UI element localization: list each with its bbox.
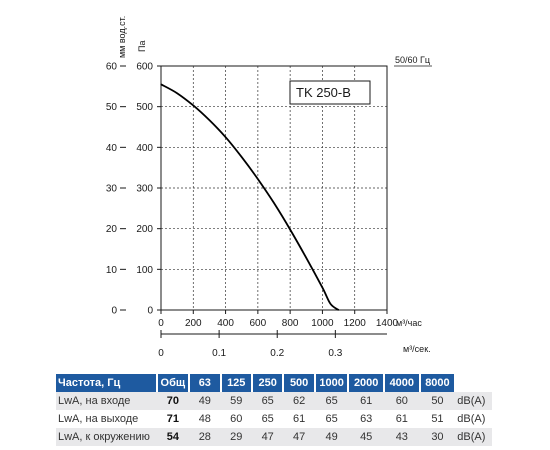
- y-axis-pa-label: Па: [137, 41, 147, 52]
- cell-2000: 61: [348, 392, 384, 410]
- y-tick-label-mm: 20: [106, 224, 118, 235]
- cell-500: 62: [283, 392, 315, 410]
- y-tick-label-pa: 200: [136, 224, 153, 235]
- curve-data-point: [160, 83, 162, 85]
- y-tick-label-pa: 500: [136, 102, 153, 113]
- curve-data-point: [257, 178, 259, 180]
- cell-500: 61: [293, 413, 306, 425]
- x-axis-m3h-label: м³/час: [396, 318, 422, 328]
- x-tick-label-m3h: 1000: [311, 318, 334, 329]
- y-tick-label-mm: 0: [111, 306, 117, 317]
- table-row: LwA, на выходе 71 48 60 65 61 65 63 61 5…: [56, 410, 492, 428]
- y-axis-mm-label: мм вод.ст.: [117, 16, 127, 58]
- table-header-row: Частота, Гц Общ 63 125 250 500 1000 2000…: [56, 374, 492, 392]
- curve-data-point: [337, 309, 340, 311]
- header-frequency: Частота, Гц: [56, 374, 158, 392]
- model-label: TK 250-B: [296, 85, 351, 100]
- x-tick-label-m3s: 0.1: [212, 348, 226, 359]
- header-125: 125: [220, 374, 253, 392]
- curve-data-point: [329, 303, 332, 305]
- table-row: LwA, к окружению 54 28 29 47 47 49 45 43…: [56, 428, 492, 446]
- cell-1000: 65: [314, 392, 349, 410]
- row-total: 71: [166, 413, 179, 425]
- y-tick-label-mm: 10: [106, 265, 118, 276]
- pressure-flow-curve: [160, 83, 340, 311]
- curve-data-point: [176, 92, 178, 94]
- cell-500: 47: [283, 428, 315, 446]
- sound-power-table: Частота, Гц Общ 63 125 250 500 1000 2000…: [56, 374, 492, 446]
- header-1000: 1000: [314, 374, 350, 392]
- y-tick-label-mm: 60: [106, 62, 118, 73]
- x-tick-label-m3h: 600: [250, 318, 267, 329]
- y-tick-label-pa: 100: [136, 265, 153, 276]
- cell-8000: 50: [419, 392, 456, 410]
- curve-data-point: [224, 136, 227, 138]
- x-axis-m3s-label: м³/сек.: [403, 344, 431, 354]
- row-unit: dB(A): [455, 392, 492, 410]
- model-label-box: [289, 80, 371, 105]
- cell-2000: 45: [348, 428, 384, 446]
- cell-8000: 30: [419, 428, 456, 446]
- cell-125: 60: [230, 413, 243, 425]
- x-tick-label-m3h: 200: [185, 318, 202, 329]
- curve-data-point: [273, 202, 275, 204]
- curve-data-point: [192, 104, 194, 107]
- x-tick-label-m3h: 800: [282, 318, 299, 329]
- curve-data-point: [208, 119, 211, 121]
- y-tick-label-mm: 50: [106, 102, 118, 113]
- y-tick-label-pa: 400: [136, 143, 153, 154]
- x-tick-label-m3h: 0: [158, 318, 164, 329]
- curve-data-point: [241, 156, 243, 158]
- curve-data-point: [289, 228, 291, 231]
- cell-125: 29: [220, 428, 252, 446]
- row-label: LwA, на выходе: [58, 413, 139, 425]
- header-2000: 2000: [348, 374, 385, 392]
- header-4000: 4000: [384, 374, 421, 392]
- x-tick-label-m3s: 0.2: [270, 348, 284, 359]
- row-total: 54: [156, 428, 190, 446]
- y-tick-label-pa: 600: [136, 62, 153, 73]
- row-unit: dB(A): [457, 413, 486, 425]
- header-unit-blank: [455, 374, 492, 392]
- x-tick-label-m3s: 0: [158, 348, 164, 359]
- x-tick-label-m3h: 1200: [344, 318, 367, 329]
- fan-performance-chart: TK 250-B 50/60 Гц мм вод.ст. Па м³/час м…: [106, 16, 432, 360]
- y-tick-label-mm: 30: [106, 184, 118, 195]
- header-8000: 8000: [419, 374, 457, 392]
- row-label: LwA, на входе: [56, 392, 157, 410]
- x-tick-label-m3h: 400: [217, 318, 234, 329]
- cell-4000: 43: [384, 428, 420, 446]
- cell-63: 28: [189, 428, 221, 446]
- curve-data-point: [305, 257, 307, 259]
- curve-data-point: [321, 287, 324, 289]
- header-63: 63: [189, 374, 222, 392]
- y-tick-label-mm: 40: [106, 143, 118, 154]
- cell-63: 49: [189, 392, 221, 410]
- cell-125: 59: [220, 392, 252, 410]
- table-row: LwA, на входе 70 49 59 65 62 65 61 60 50…: [56, 392, 492, 410]
- cell-1000: 65: [325, 413, 338, 425]
- cell-8000: 51: [431, 413, 444, 425]
- cell-250: 65: [261, 413, 274, 425]
- x-tick-label-m3s: 0.3: [328, 348, 342, 359]
- row-unit: dB(A): [455, 428, 492, 446]
- supply-frequency-label: 50/60 Гц: [395, 55, 430, 65]
- row-label: LwA, к окружению: [56, 428, 157, 446]
- header-500: 500: [283, 374, 316, 392]
- header-250: 250: [251, 374, 285, 392]
- cell-63: 48: [198, 413, 211, 425]
- y-tick-label-pa: 0: [147, 306, 153, 317]
- cell-250: 47: [251, 428, 284, 446]
- y-tick-label-pa: 300: [136, 184, 153, 195]
- header-total: Общ: [156, 374, 191, 392]
- cell-1000: 49: [314, 428, 349, 446]
- cell-4000: 61: [395, 413, 408, 425]
- cell-2000: 63: [360, 413, 373, 425]
- x-tick-label-m3h: 1400: [376, 318, 399, 329]
- cell-250: 65: [251, 392, 284, 410]
- cell-4000: 60: [384, 392, 420, 410]
- row-total: 70: [156, 392, 190, 410]
- chart-grid: [161, 66, 387, 310]
